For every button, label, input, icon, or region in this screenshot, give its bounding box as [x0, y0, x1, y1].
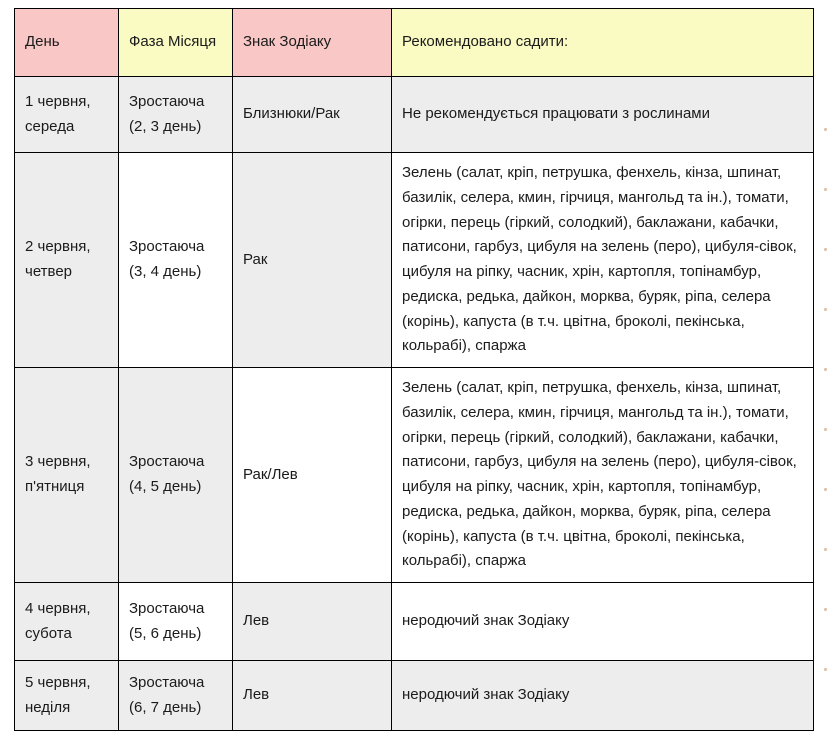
header-row: День Фаза Місяця Знак Зодіаку Рекомендов…	[14, 8, 814, 77]
table-row: 5 червня, неділя Зростаюча (6, 7 день) Л…	[14, 660, 814, 731]
cell-moon-phase: Зростаюча (4, 5 день)	[118, 367, 233, 583]
cell-zodiac-sign: Рак	[232, 152, 392, 368]
cell-zodiac-sign: Лев	[232, 660, 392, 731]
header-moon-phase: Фаза Місяця	[118, 8, 233, 77]
cell-zodiac-sign: Близнюки/Рак	[232, 76, 392, 153]
page-edge-artifact	[824, 488, 827, 491]
cell-zodiac-sign: Рак/Лев	[232, 367, 392, 583]
page: День Фаза Місяця Знак Зодіаку Рекомендов…	[14, 8, 827, 731]
table-row: 2 червня, четвер Зростаюча (3, 4 день) Р…	[14, 152, 814, 368]
cell-day: 1 червня, середа	[14, 76, 119, 153]
page-edge-artifact	[824, 128, 827, 131]
header-day: День	[14, 8, 119, 77]
cell-day: 2 червня, четвер	[14, 152, 119, 368]
page-edge-artifact	[824, 668, 827, 671]
page-edge-artifact	[824, 308, 827, 311]
page-edge-artifact	[824, 248, 827, 251]
header-recommendation: Рекомендовано садити:	[391, 8, 814, 77]
cell-moon-phase: Зростаюча (3, 4 день)	[118, 152, 233, 368]
page-edge-artifact	[824, 188, 827, 191]
table-row: 1 червня, середа Зростаюча (2, 3 день) Б…	[14, 76, 814, 153]
cell-recommendation: неродючий знак Зодіаку	[391, 582, 814, 661]
page-edge-artifact	[824, 368, 827, 371]
cell-recommendation: Зелень (салат, кріп, петрушка, фенхель, …	[391, 152, 814, 368]
page-edge-artifact	[824, 548, 827, 551]
cell-zodiac-sign: Лев	[232, 582, 392, 661]
table-row: 4 червня, субота Зростаюча (5, 6 день) Л…	[14, 582, 814, 661]
cell-day: 5 червня, неділя	[14, 660, 119, 731]
page-edge-artifact	[824, 428, 827, 431]
cell-recommendation: Не рекомендується працювати з рослинами	[391, 76, 814, 153]
cell-recommendation: неродючий знак Зодіаку	[391, 660, 814, 731]
table-row: 3 червня, п'ятниця Зростаюча (4, 5 день)…	[14, 367, 814, 583]
cell-moon-phase: Зростаюча (2, 3 день)	[118, 76, 233, 153]
cell-moon-phase: Зростаюча (5, 6 день)	[118, 582, 233, 661]
planting-calendar-table: День Фаза Місяця Знак Зодіаку Рекомендов…	[14, 8, 814, 731]
cell-recommendation: Зелень (салат, кріп, петрушка, фенхель, …	[391, 367, 814, 583]
cell-day: 3 червня, п'ятниця	[14, 367, 119, 583]
cell-moon-phase: Зростаюча (6, 7 день)	[118, 660, 233, 731]
header-zodiac-sign: Знак Зодіаку	[232, 8, 392, 77]
cell-day: 4 червня, субота	[14, 582, 119, 661]
page-edge-artifact	[824, 608, 827, 611]
